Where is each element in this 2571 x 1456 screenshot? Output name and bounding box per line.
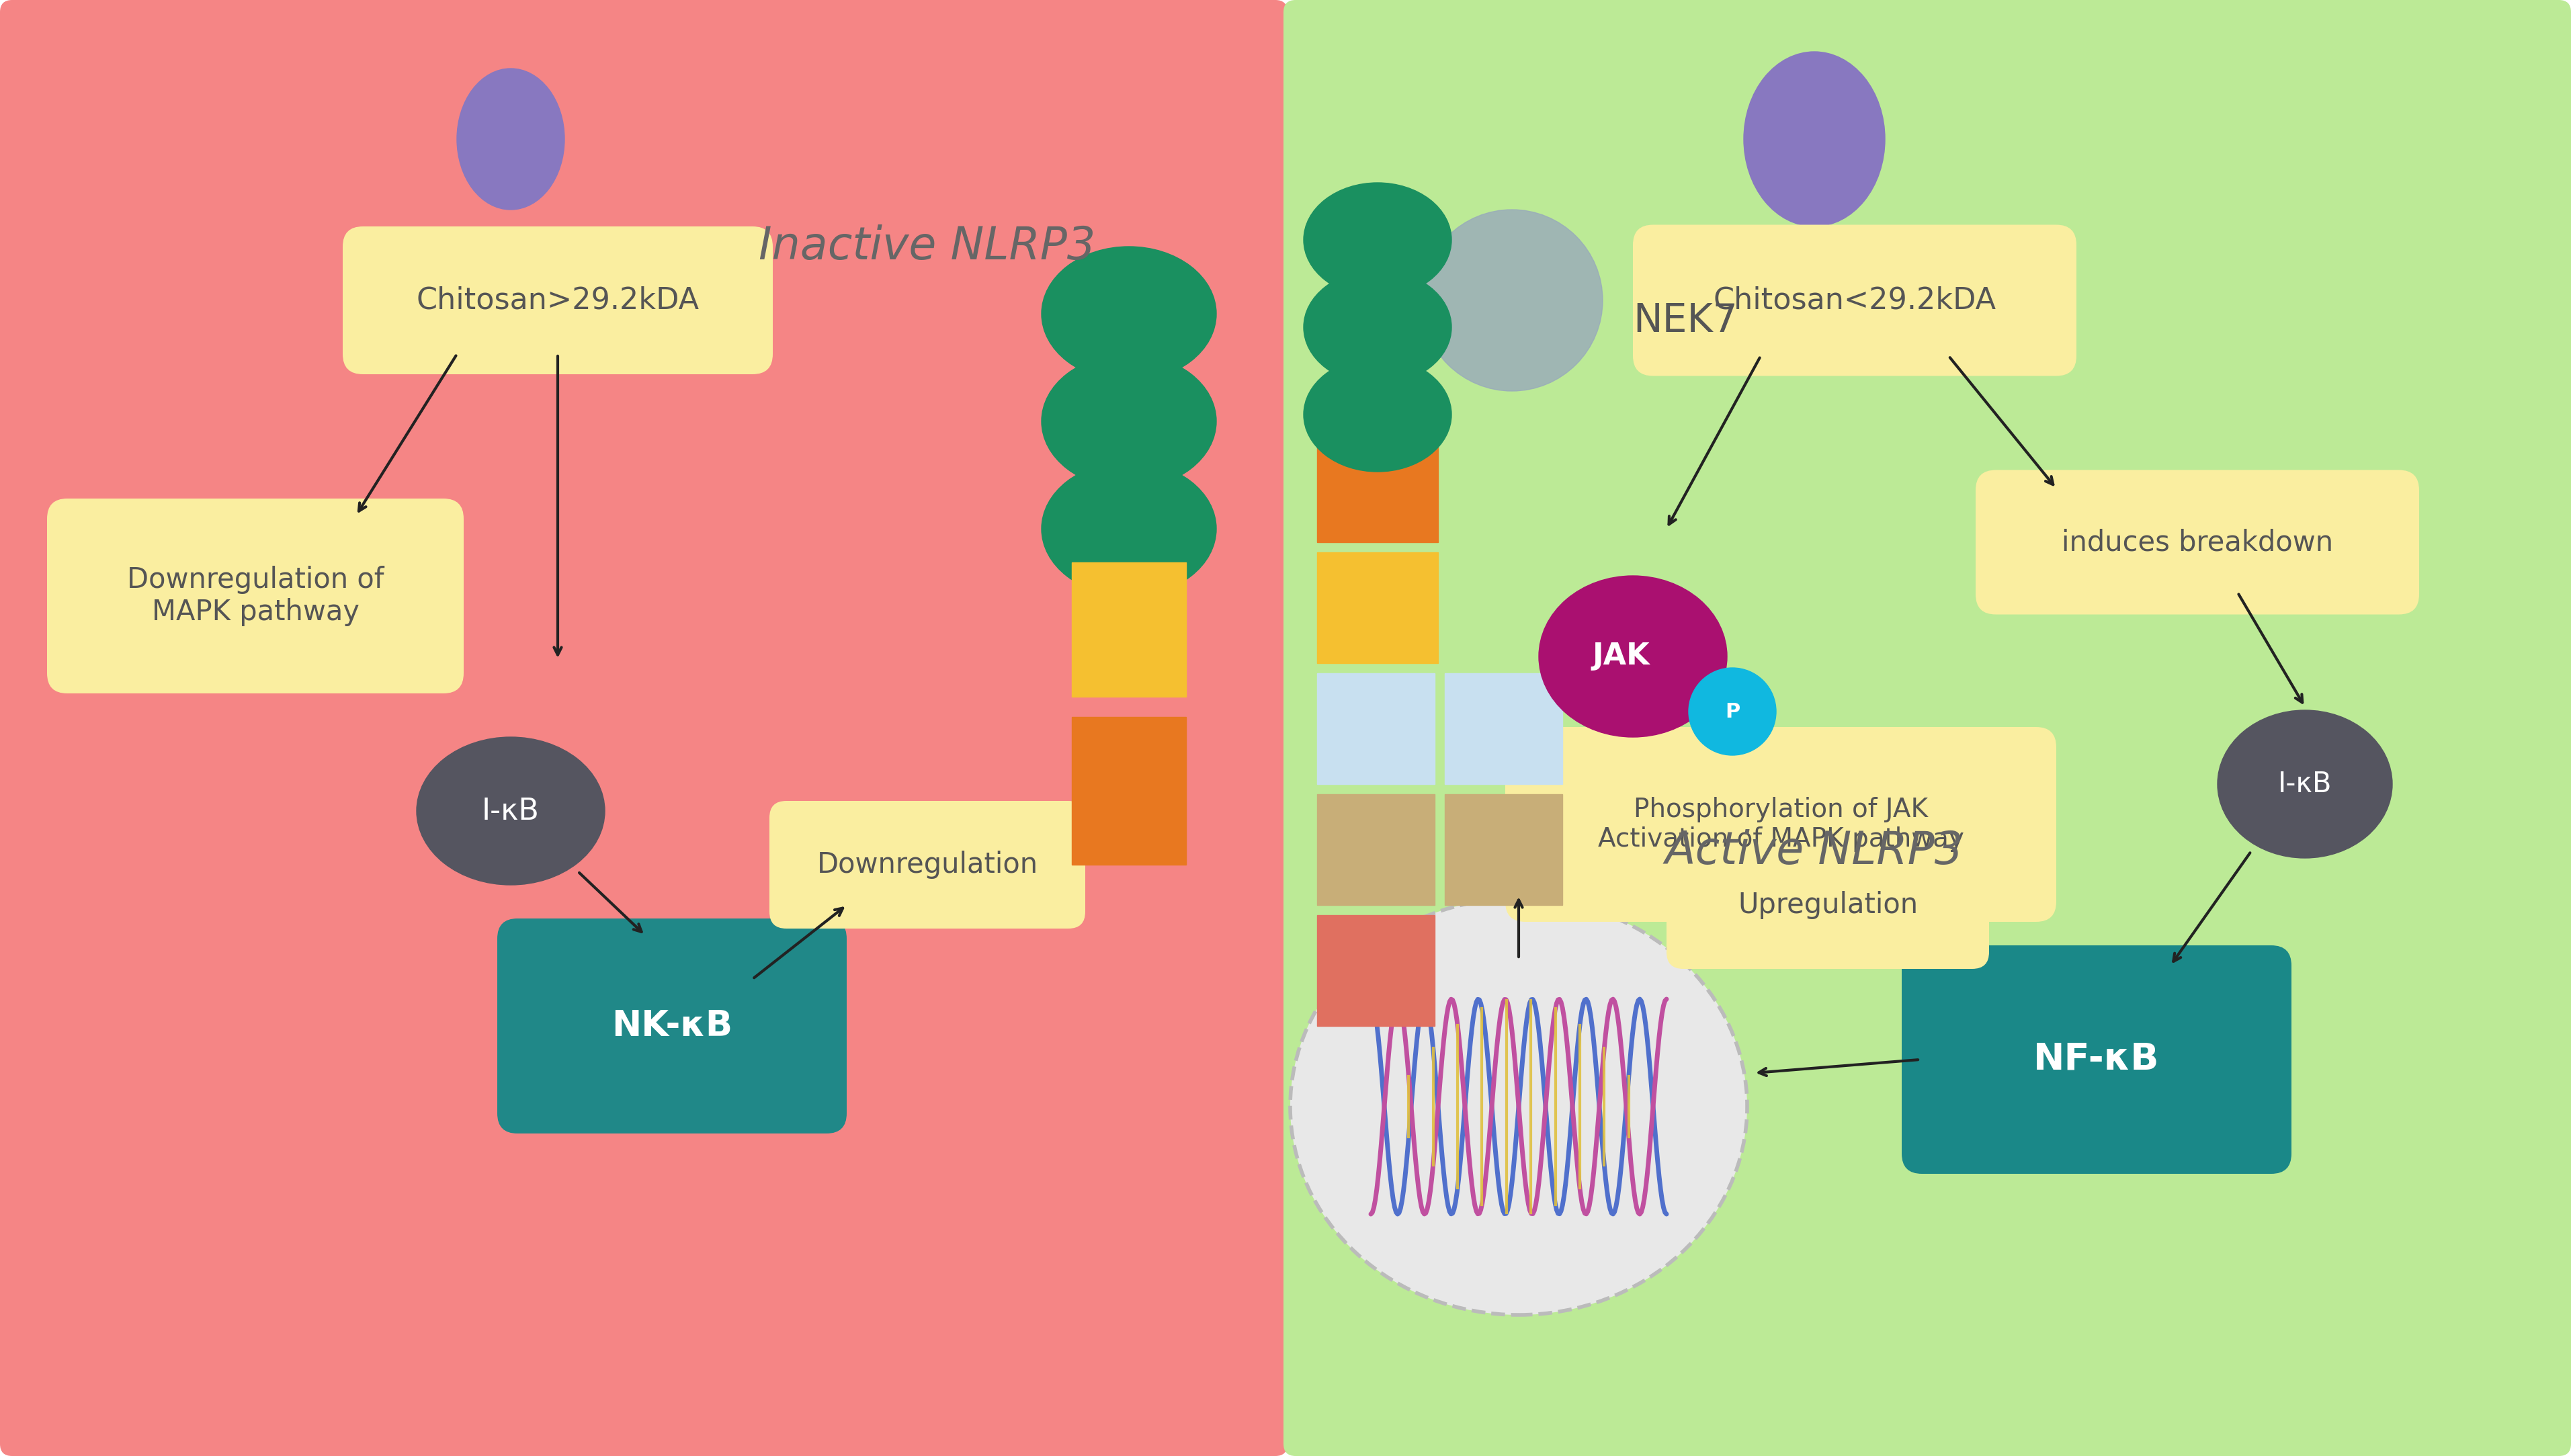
Text: Chitosan>29.2kDA: Chitosan>29.2kDA bbox=[417, 285, 699, 314]
Bar bbox=[1316, 916, 1435, 1026]
Ellipse shape bbox=[1422, 210, 1602, 392]
Text: P: P bbox=[1725, 702, 1741, 721]
Text: Downregulation: Downregulation bbox=[818, 850, 1039, 879]
FancyBboxPatch shape bbox=[1903, 945, 2291, 1174]
Bar bbox=[1316, 435, 1437, 542]
Bar bbox=[1072, 716, 1185, 865]
Ellipse shape bbox=[1303, 271, 1453, 384]
Ellipse shape bbox=[1540, 575, 1728, 737]
Ellipse shape bbox=[1303, 183, 1453, 297]
Text: Downregulation of
MAPK pathway: Downregulation of MAPK pathway bbox=[126, 565, 383, 626]
Ellipse shape bbox=[1303, 358, 1453, 472]
Text: I-κB: I-κB bbox=[2278, 770, 2332, 798]
Ellipse shape bbox=[1291, 898, 1748, 1315]
FancyBboxPatch shape bbox=[1975, 470, 2419, 614]
Ellipse shape bbox=[458, 68, 566, 210]
FancyBboxPatch shape bbox=[1283, 0, 2571, 1456]
Text: NEK7: NEK7 bbox=[1633, 301, 1738, 339]
Bar bbox=[1316, 673, 1435, 785]
Circle shape bbox=[1689, 668, 1777, 756]
Bar bbox=[1072, 562, 1185, 697]
Bar bbox=[1445, 794, 1563, 906]
Text: NF-κB: NF-κB bbox=[2034, 1041, 2160, 1077]
Ellipse shape bbox=[2219, 711, 2391, 858]
Text: Phosphorylation of JAK
Activation of MAPK pathway: Phosphorylation of JAK Activation of MAP… bbox=[1597, 796, 1964, 852]
Text: NK-κB: NK-κB bbox=[612, 1009, 733, 1044]
Text: Active NLRP3: Active NLRP3 bbox=[1666, 828, 1964, 874]
FancyBboxPatch shape bbox=[769, 801, 1085, 929]
Text: I-κB: I-κB bbox=[481, 796, 540, 826]
FancyBboxPatch shape bbox=[0, 0, 1288, 1456]
Ellipse shape bbox=[417, 737, 604, 885]
Bar bbox=[1445, 673, 1563, 785]
Ellipse shape bbox=[1041, 246, 1216, 381]
FancyBboxPatch shape bbox=[342, 227, 774, 374]
FancyBboxPatch shape bbox=[1633, 224, 2077, 376]
FancyBboxPatch shape bbox=[496, 919, 846, 1133]
FancyBboxPatch shape bbox=[1504, 727, 2057, 922]
Ellipse shape bbox=[1041, 354, 1216, 488]
Bar bbox=[1316, 552, 1437, 662]
Ellipse shape bbox=[1743, 52, 1885, 227]
Bar bbox=[1316, 794, 1435, 906]
Text: induces breakdown: induces breakdown bbox=[2062, 529, 2332, 556]
Text: Inactive NLRP3: Inactive NLRP3 bbox=[758, 224, 1095, 269]
Ellipse shape bbox=[1041, 462, 1216, 596]
Text: Upregulation: Upregulation bbox=[1738, 891, 1918, 919]
Text: Chitosan<29.2kDA: Chitosan<29.2kDA bbox=[1712, 285, 1995, 314]
Text: JAK: JAK bbox=[1591, 642, 1651, 671]
FancyBboxPatch shape bbox=[1666, 842, 1990, 968]
FancyBboxPatch shape bbox=[46, 498, 463, 693]
